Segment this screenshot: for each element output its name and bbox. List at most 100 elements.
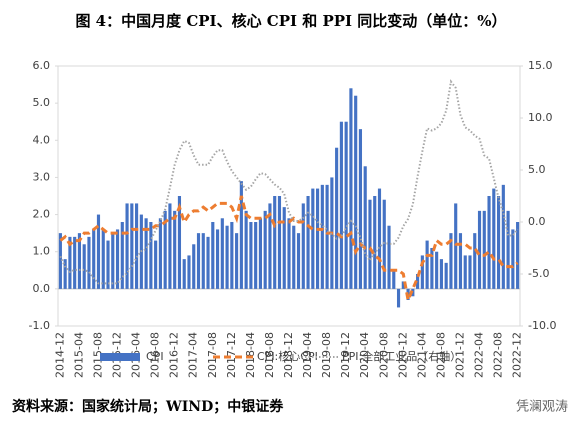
- bar: [435, 251, 439, 289]
- y2-tick-label: 0.0: [528, 215, 546, 228]
- bar: [87, 236, 91, 289]
- watermark: 凭澜观涛: [516, 399, 568, 415]
- bar: [473, 233, 477, 289]
- x-tick-label: 2020-08: [377, 332, 390, 378]
- bar: [130, 203, 134, 289]
- bar: [401, 281, 405, 289]
- bar: [387, 225, 391, 289]
- x-tick-label: 2021-12: [453, 332, 466, 378]
- bar: [449, 233, 453, 289]
- y-tick-label: 5.0: [33, 96, 51, 109]
- bar: [368, 199, 372, 289]
- bar: [82, 244, 86, 289]
- bar: [292, 225, 296, 289]
- bar: [501, 184, 505, 289]
- legend-label: CPI:核心CPI: [257, 349, 318, 363]
- bar: [58, 233, 62, 289]
- bar: [258, 218, 262, 289]
- bar: [192, 244, 196, 289]
- bar: [516, 222, 520, 289]
- x-tick-label: 2018-08: [263, 332, 276, 378]
- x-tick-label: 2017-12: [225, 332, 238, 378]
- y2-tick-label: -5.0: [528, 267, 549, 280]
- bar: [215, 229, 220, 289]
- bar: [487, 196, 491, 289]
- plot-frame: [57, 65, 521, 327]
- bar: [468, 255, 472, 289]
- bar: [268, 203, 272, 289]
- bar: [106, 240, 110, 289]
- bar: [458, 233, 463, 289]
- bar: [135, 203, 139, 289]
- x-tick-label: 2014-12: [53, 332, 66, 378]
- bar: [392, 270, 396, 289]
- y-tick-label: 6.0: [33, 59, 51, 72]
- bar: [239, 181, 243, 289]
- legend-label: PPI:全部工业品（右轴）: [342, 349, 461, 363]
- bar: [235, 233, 239, 289]
- bar: [158, 218, 162, 289]
- x-tick-label: 2021-04: [415, 332, 428, 378]
- x-tick-label: 2017-04: [187, 332, 200, 378]
- y-tick-label: -1.0: [29, 319, 50, 332]
- y-tick-label: 4.0: [33, 133, 51, 146]
- bar: [325, 184, 329, 289]
- bar: [296, 233, 301, 289]
- x-tick-label: 2019-12: [339, 332, 352, 378]
- bar: [92, 229, 96, 289]
- y2-tick-label: 10.0: [528, 111, 553, 124]
- bar: [358, 129, 363, 289]
- bar: [177, 196, 182, 289]
- y-tick-label: 3.0: [33, 170, 51, 183]
- bar: [511, 229, 515, 289]
- y-tick-label: 1.0: [33, 245, 51, 258]
- bar: [316, 188, 320, 289]
- x-tick-label: 2020-04: [358, 332, 371, 378]
- y2-tick-label: 5.0: [528, 163, 546, 176]
- bar: [335, 147, 339, 289]
- x-tick-label: 2021-08: [434, 332, 447, 378]
- bar: [349, 88, 353, 289]
- bar: [506, 210, 510, 289]
- x-tick-label: 2020-12: [396, 332, 409, 378]
- bar: [96, 214, 101, 289]
- bar: [244, 210, 248, 289]
- source: 资料来源：国家统计局；WIND；中银证券: [12, 398, 284, 415]
- bar: [282, 207, 286, 289]
- x-tick-label: 2016-12: [168, 332, 181, 378]
- bar: [144, 218, 148, 289]
- bar: [182, 259, 186, 289]
- bar: [225, 225, 229, 289]
- bar: [311, 188, 315, 289]
- bar: [373, 196, 377, 289]
- bar: [249, 222, 253, 289]
- x-tick-label: 2022-04: [473, 332, 486, 378]
- bar: [277, 196, 282, 289]
- bar: [320, 184, 324, 289]
- y-tick-label: 2.0: [33, 208, 51, 221]
- bar: [173, 210, 177, 289]
- x-tick-label: 2015-04: [72, 332, 85, 378]
- bar: [206, 236, 210, 289]
- bar: [463, 255, 467, 289]
- x-tick-label: 2022-08: [492, 332, 505, 378]
- bar: [439, 259, 443, 289]
- bar: [263, 210, 267, 289]
- bar: [101, 229, 105, 289]
- bar: [420, 255, 424, 289]
- y2-tick-label: -10.0: [528, 319, 556, 332]
- bar: [492, 188, 496, 289]
- legend-swatch: [100, 353, 140, 361]
- bar: [149, 222, 153, 289]
- x-tick-label: 2015-08: [91, 332, 104, 378]
- bar: [430, 248, 434, 289]
- bar: [163, 210, 167, 289]
- bar: [196, 233, 201, 289]
- bar: [168, 203, 172, 289]
- bar: [482, 210, 486, 289]
- x-tick-label: 2018-04: [244, 332, 257, 378]
- x-tick-label: 2019-08: [320, 332, 333, 378]
- bar: [73, 236, 77, 289]
- bar: [125, 203, 129, 289]
